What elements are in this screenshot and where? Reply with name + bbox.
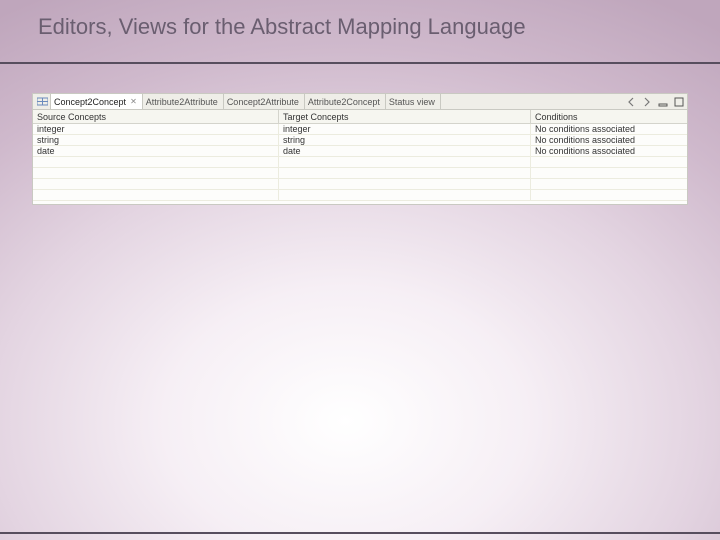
tab-attribute2attribute[interactable]: Attribute2Attribute [143, 94, 224, 109]
table-row-empty [33, 157, 687, 168]
tab-attribute2concept[interactable]: Attribute2Concept [305, 94, 386, 109]
panel-toolbar [624, 94, 685, 110]
footer-divider [0, 532, 720, 534]
back-icon[interactable] [624, 96, 637, 109]
cell: No conditions associated [531, 124, 687, 134]
column-header-row: Source ConceptsTarget ConceptsConditions [33, 110, 687, 124]
table-row-empty [33, 168, 687, 179]
cell: integer [279, 124, 531, 134]
tab-bar: Concept2Concept✕Attribute2AttributeConce… [33, 94, 687, 110]
column-header-source-concepts[interactable]: Source Concepts [33, 110, 279, 123]
cell: string [33, 135, 279, 145]
table-row[interactable]: stringstringNo conditions associated [33, 135, 687, 146]
cell [279, 190, 531, 200]
table-row-empty [33, 179, 687, 190]
table-row[interactable]: datedateNo conditions associated [33, 146, 687, 157]
tab-concept2concept[interactable]: Concept2Concept ✕ [50, 93, 143, 109]
cell [531, 179, 687, 189]
cell [33, 168, 279, 178]
slide-title: Editors, Views for the Abstract Mapping … [38, 14, 526, 40]
cell [33, 190, 279, 200]
tab-label: Attribute2Attribute [146, 97, 218, 107]
mapping-editor-panel: Concept2Concept✕Attribute2AttributeConce… [32, 93, 688, 205]
close-icon[interactable]: ✕ [130, 97, 137, 106]
cell: integer [33, 124, 279, 134]
tab-label: Concept2Concept [54, 97, 126, 107]
cell [279, 179, 531, 189]
table-row-empty [33, 190, 687, 201]
cell: date [279, 146, 531, 156]
cell: No conditions associated [531, 146, 687, 156]
view-icon [36, 96, 48, 108]
forward-icon[interactable] [640, 96, 653, 109]
cell [279, 157, 531, 167]
cell [531, 190, 687, 200]
cell [279, 168, 531, 178]
maximize-icon[interactable] [672, 96, 685, 109]
column-header-target-concepts[interactable]: Target Concepts [279, 110, 531, 123]
grid-body: integerintegerNo conditions associatedst… [33, 124, 687, 204]
column-header-conditions[interactable]: Conditions [531, 110, 687, 123]
title-divider [0, 62, 720, 64]
table-row[interactable]: integerintegerNo conditions associated [33, 124, 687, 135]
tab-label: Attribute2Concept [308, 97, 380, 107]
tab-label: Status view [389, 97, 435, 107]
cell [531, 168, 687, 178]
cell [531, 157, 687, 167]
tab-label: Concept2Attribute [227, 97, 299, 107]
minimize-icon[interactable] [656, 96, 669, 109]
cell: string [279, 135, 531, 145]
cell: date [33, 146, 279, 156]
cell [33, 179, 279, 189]
cell [33, 157, 279, 167]
cell: No conditions associated [531, 135, 687, 145]
tab-concept2attribute[interactable]: Concept2Attribute [224, 94, 305, 109]
tab-status-view[interactable]: Status view [386, 94, 441, 109]
